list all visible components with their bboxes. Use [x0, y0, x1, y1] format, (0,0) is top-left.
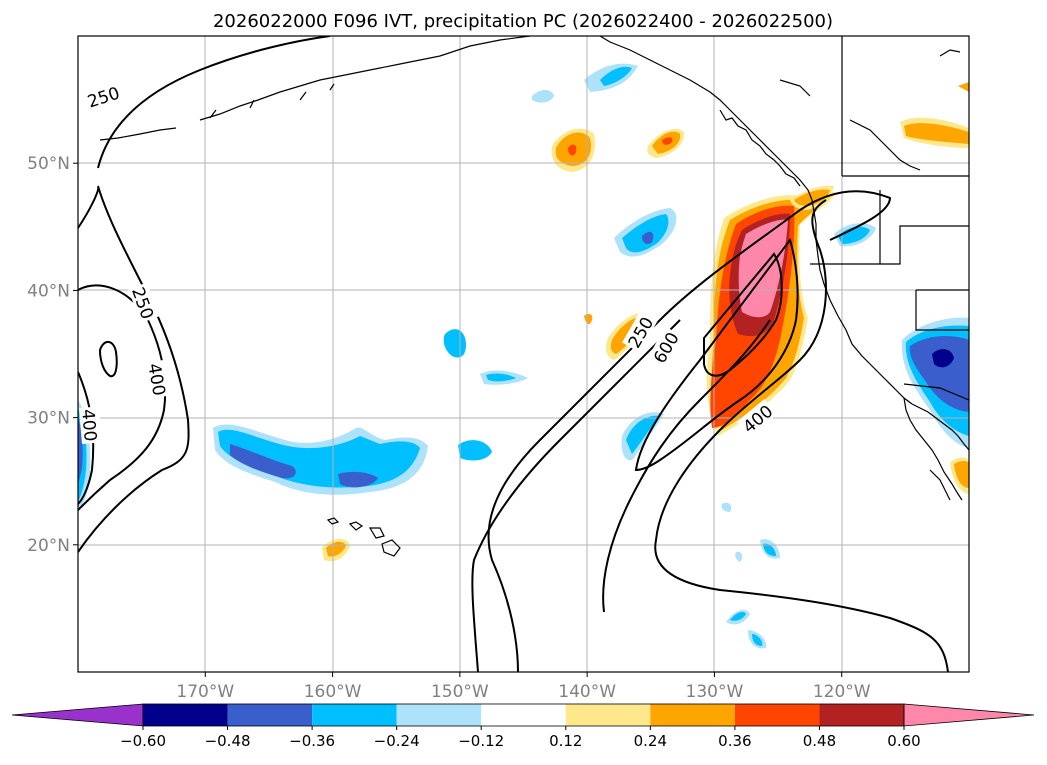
precip-positive-cell-4 [584, 313, 593, 325]
precip-negative-baja-dark [932, 349, 954, 368]
ivt-contour-250-west [78, 185, 190, 553]
precip-positive-cell-2-inner [662, 137, 673, 145]
ivt-contour-label-bg [647, 326, 683, 368]
map-frame [77, 35, 970, 673]
precip-negative-cell-6-core [622, 214, 669, 253]
colorbar-tick-label: 0.36 [718, 732, 751, 750]
precip-negative-cell-3 [458, 440, 492, 461]
ivt-contour-600 [634, 237, 799, 472]
ivt-contour-250-north [97, 36, 331, 169]
colorbar-segment [143, 704, 228, 726]
y-tick-label: 30°N [27, 409, 70, 429]
colorbar-tick-label: 0.24 [634, 732, 667, 750]
chart-title: 2026022000 F096 IVT, precipitation PC (2… [213, 11, 833, 32]
coastline-aleutians [99, 55, 441, 141]
x-tick-label: 160°W [304, 682, 362, 702]
precip-filled-contours [78, 63, 969, 649]
coastline-baja [903, 397, 969, 501]
precip-negative-hawaii-band-core [230, 444, 296, 479]
colorbar-tick-label: 0.60 [887, 732, 920, 750]
coastline-canadian-interior [779, 49, 961, 171]
colorbar-tick-label: −0.60 [120, 732, 166, 750]
ivt-contour-400-east-b [602, 319, 771, 613]
colorbar-frame [142, 703, 905, 727]
ivt-contour-400-east [654, 199, 949, 672]
precip-positive-cell-1-inner [568, 144, 577, 156]
precip-negative-baja-inner [909, 336, 969, 412]
y-tick-label: 50°N [27, 154, 70, 174]
precip-negative-cell-10-core [730, 612, 746, 621]
ivt-contour-400-west [78, 284, 167, 511]
colorbar-segment [227, 704, 313, 726]
ivt-contour-label: 400 [77, 406, 102, 444]
map-gridlines [78, 36, 969, 672]
precip-positive-cell-8-core [954, 461, 969, 488]
ivt-contour-label-bg [128, 282, 160, 324]
colorbar-tick-label: −0.48 [205, 732, 251, 750]
ivt-contour-label-bg [736, 398, 778, 438]
ivt-contour-label-bg [82, 81, 124, 112]
precip-positive-north-tail-core [794, 189, 830, 206]
colorbar-tick-label: −0.36 [289, 732, 335, 750]
precip-negative-cell-7-core [626, 415, 660, 454]
coastlines [99, 36, 969, 557]
border-states [810, 190, 969, 331]
colorbar-segment [396, 704, 482, 726]
coastline-us-west [811, 199, 913, 405]
precip-negative-cell-11-core [752, 634, 763, 646]
ivt-contour-250-east-outer [471, 319, 681, 672]
precip-negative-hawaii-band-core2 [338, 471, 378, 488]
precip-negative-cell-6-inner [642, 231, 654, 244]
precip-negative-cell-8-core [838, 226, 870, 244]
colorbar-segment [734, 704, 820, 726]
precip-negative-cell-5-core [600, 66, 632, 86]
precip-negative-cell-12 [721, 502, 732, 512]
x-tick-label: 130°W [686, 682, 744, 702]
x-tick-label: 140°W [558, 682, 616, 702]
x-tick-label: 150°W [431, 682, 489, 702]
precip-positive-cell-7 [958, 82, 969, 92]
colorbar-tick-label: −0.12 [458, 732, 504, 750]
border-us-mexico [903, 383, 969, 401]
colorbar-segment [481, 704, 566, 726]
y-tick-label: 20°N [27, 536, 70, 556]
colorbar-tick-label: 0.12 [549, 732, 582, 750]
coastline-bc-islands [719, 109, 801, 187]
y-tick-label: 40°N [27, 281, 70, 301]
precip-negative-cell-13 [735, 551, 743, 562]
ivt-contour-label-bg [622, 311, 658, 353]
map-background [78, 36, 969, 672]
precip-negative-cell-2-core [486, 373, 516, 382]
precip-negative-cell-9-core [763, 543, 776, 556]
x-tick-label: 170°W [176, 682, 234, 702]
ivt-contour-label-bg [144, 359, 171, 399]
colorbar: −0.60 −0.48 −0.36 −0.24 −0.12 0.12 0.24 0.36 0.4… [11, 703, 1035, 750]
y-axis: 20°N 30°N 40°N 50°N [27, 154, 78, 556]
colorbar-segment [650, 704, 735, 726]
x-axis: 170°W 160°W 150°W 140°W 130°W 120°W [176, 672, 871, 702]
coastline-hawaii [326, 517, 401, 557]
colorbar-segment [312, 704, 397, 726]
colorbar-tick-label: −0.24 [374, 732, 420, 750]
ivt-contour-400-small-loop [98, 341, 118, 378]
ivt-contour-400-west-inner [78, 371, 95, 505]
ivt-contour-label-text: 400 [77, 408, 100, 442]
precip-negative-cell-4 [532, 90, 554, 103]
colorbar-segment [819, 704, 904, 726]
ivt-contour-label-bg [78, 406, 102, 444]
ivt-contours [78, 36, 949, 672]
colorbar-segment [565, 704, 651, 726]
ivt-contour-400-inner [703, 252, 783, 377]
x-tick-label: 120°W [813, 682, 871, 702]
coastline-alaska [439, 36, 813, 201]
coastline-gulf-california [929, 469, 951, 501]
colorbar-tick-label: 0.48 [803, 732, 836, 750]
precip-positive-cell-6-core [904, 123, 969, 144]
